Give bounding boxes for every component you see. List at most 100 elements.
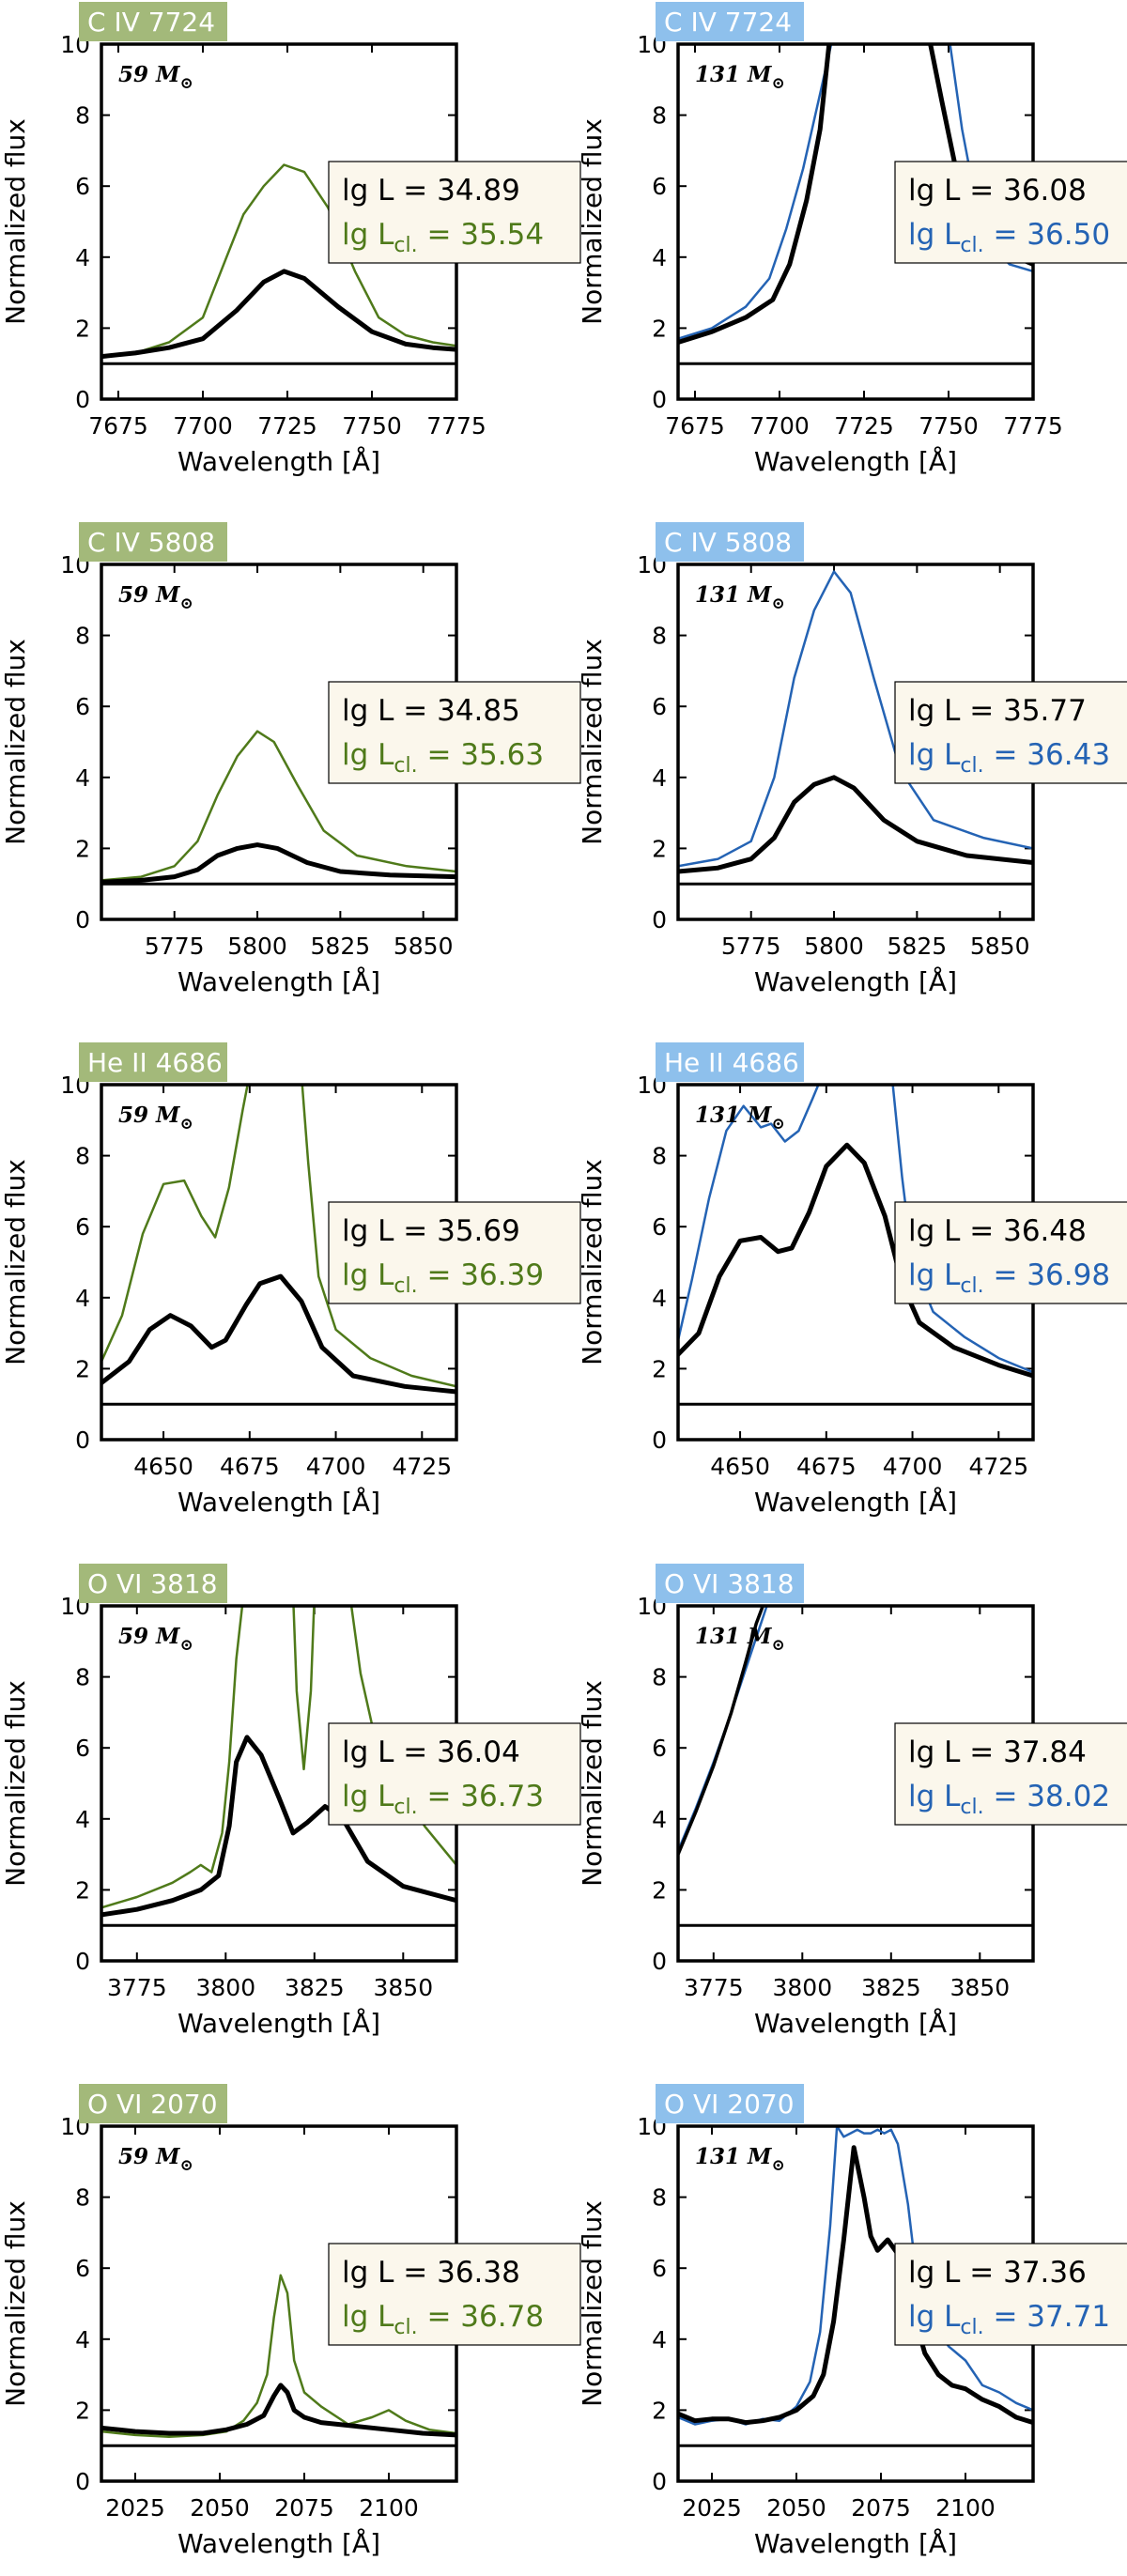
y-axis-label: Normalized flux (0, 1159, 31, 1365)
y-tick-label: 0 (652, 906, 667, 933)
mass-annotation: 59 M⊙ (118, 1624, 193, 1655)
model-line (678, 1606, 765, 1857)
luminosity-total: lg L = 36.08 (908, 174, 1087, 208)
luminosity-box (894, 2243, 1127, 2346)
y-tick-label: 8 (652, 2184, 667, 2212)
y-axis-label: Normalized flux (577, 2200, 608, 2407)
y-axis-label: Normalized flux (0, 2200, 31, 2407)
x-tick-label: 3850 (373, 1974, 433, 2001)
x-tick-label: 2075 (274, 2494, 334, 2522)
x-axis-label: Wavelength [Å] (178, 1486, 380, 1518)
curves (101, 163, 456, 365)
x-tick-label: 5850 (970, 933, 1030, 960)
y-tick-label: 0 (652, 2468, 667, 2495)
x-tick-label: 7775 (426, 412, 486, 440)
line-badge-label: O VI 2070 (664, 2089, 795, 2120)
luminosity-total: lg L = 36.04 (342, 1735, 520, 1769)
y-axis-label: Normalized flux (577, 639, 608, 845)
y-tick-label: 2 (75, 315, 90, 342)
curves (678, 570, 1033, 886)
luminosity-clumped: lg Lcl. = 36.50 (908, 218, 1110, 257)
luminosity-total: lg L = 36.38 (342, 2256, 520, 2290)
mass-value: 131 (695, 62, 748, 87)
y-tick-label: 8 (652, 102, 667, 130)
mass-value: 59 (118, 2144, 156, 2169)
mass-unit: M (155, 582, 181, 608)
mass-value: 59 (118, 62, 156, 87)
y-tick-label: 4 (652, 764, 667, 792)
y-axis-label: Normalized flux (577, 1680, 608, 1887)
mass-annotation: 131 M⊙ (695, 582, 785, 613)
mass-annotation: 131 M⊙ (695, 1624, 785, 1655)
y-tick-label: 6 (652, 2255, 667, 2282)
mass-annotation: 59 M⊙ (118, 582, 193, 613)
y-tick-label: 2 (75, 1876, 90, 1904)
x-tick-label: 3800 (195, 1974, 255, 2001)
mass-annotation: 131 M⊙ (695, 2144, 785, 2175)
y-tick-label: 8 (652, 1664, 667, 1691)
x-tick-label: 7700 (749, 412, 810, 440)
line-badge-label: O VI 3818 (664, 1568, 795, 1599)
luminosity-box (328, 681, 581, 784)
x-tick-label: 3825 (285, 1974, 345, 2001)
y-tick-label: 2 (652, 835, 667, 862)
mass-unit-sub: ⊙ (772, 2156, 785, 2175)
mass-unit-sub: ⊙ (179, 1115, 193, 1134)
luminosity-clumped: lg Lcl. = 36.98 (908, 1258, 1110, 1298)
mass-unit: M (155, 1103, 181, 1128)
mass-value: 131 (695, 582, 748, 608)
line-badge (656, 522, 804, 562)
y-tick-label: 6 (75, 2255, 90, 2282)
y-tick-label: 2 (75, 835, 90, 862)
y-axis-label: Normalized flux (0, 1680, 31, 1887)
luminosity-clumped: lg Lcl. = 36.73 (342, 1780, 544, 1819)
clumped-line (101, 730, 456, 882)
x-tick-label: 4725 (968, 1453, 1028, 1480)
mass-unit: M (747, 1103, 773, 1128)
clumped-line (678, 1085, 1033, 1374)
x-tick-label: 3800 (772, 1974, 832, 2001)
x-tick-label: 4700 (306, 1453, 366, 1480)
luminosity-box (894, 161, 1127, 264)
y-tick-label: 8 (75, 1143, 90, 1170)
y-axis-label: Normalized flux (0, 639, 31, 845)
x-axis-label: Wavelength [Å] (178, 965, 380, 997)
luminosity-box (328, 2243, 581, 2346)
mass-annotation: 59 M⊙ (118, 1103, 193, 1134)
luminosity-box (328, 1201, 581, 1304)
x-tick-label: 4675 (220, 1453, 280, 1480)
y-tick-label: 0 (75, 906, 90, 933)
x-tick-label: 4725 (392, 1453, 452, 1480)
y-tick-label: 0 (652, 1948, 667, 1975)
y-tick-label: 6 (652, 1735, 667, 1762)
mass-unit: M (747, 1624, 773, 1649)
y-tick-label: 4 (75, 764, 90, 792)
luminosity-total: lg L = 36.48 (908, 1214, 1087, 1248)
mass-unit-sub: ⊙ (179, 594, 193, 613)
luminosity-total: lg L = 35.69 (342, 1214, 520, 1248)
y-tick-label: 8 (75, 623, 90, 650)
mass-value: 59 (118, 1624, 156, 1649)
luminosity-total: lg L = 37.84 (908, 1735, 1087, 1769)
mass-annotation: 59 M⊙ (118, 2144, 193, 2175)
mass-value: 131 (695, 2144, 748, 2169)
y-tick-label: 0 (652, 1427, 667, 1454)
x-tick-label: 7725 (834, 412, 894, 440)
x-axis-label: Wavelength [Å] (178, 445, 380, 477)
y-tick-label: 4 (75, 2326, 90, 2353)
x-tick-label: 4650 (710, 1453, 770, 1480)
x-tick-label: 4700 (883, 1453, 943, 1480)
line-badge-label: C IV 5808 (664, 527, 792, 558)
y-tick-label: 2 (652, 1876, 667, 1904)
y-tick-label: 8 (75, 102, 90, 130)
x-tick-label: 7750 (919, 412, 979, 440)
line-badge-label: C IV 7724 (87, 7, 215, 38)
x-axis-label: Wavelength [Å] (754, 2007, 957, 2039)
line-badge-label: C IV 5808 (87, 527, 215, 558)
x-tick-label: 3850 (949, 1974, 1010, 2001)
x-tick-label: 4650 (133, 1453, 193, 1480)
